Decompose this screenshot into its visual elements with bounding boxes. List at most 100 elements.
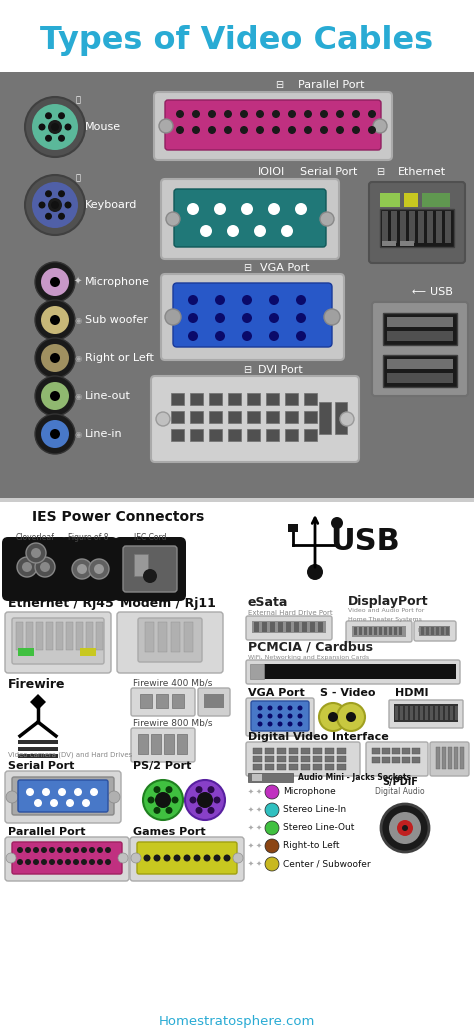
- Bar: [190, 428, 203, 441]
- Bar: [177, 734, 187, 755]
- Circle shape: [257, 706, 263, 710]
- Bar: [412, 757, 420, 763]
- Circle shape: [272, 126, 280, 134]
- Bar: [313, 764, 322, 770]
- FancyBboxPatch shape: [60, 537, 118, 601]
- Bar: [278, 622, 283, 632]
- Bar: [209, 393, 222, 405]
- Circle shape: [265, 785, 279, 799]
- Text: ◉: ◉: [74, 391, 82, 401]
- Circle shape: [89, 559, 109, 579]
- Circle shape: [64, 123, 72, 130]
- FancyBboxPatch shape: [161, 179, 339, 259]
- Circle shape: [272, 110, 280, 118]
- Circle shape: [188, 313, 198, 323]
- Bar: [448, 747, 452, 769]
- Bar: [380, 193, 400, 207]
- Text: DisplayPort: DisplayPort: [348, 595, 428, 609]
- Circle shape: [296, 295, 306, 305]
- Bar: [265, 764, 274, 770]
- FancyBboxPatch shape: [18, 780, 108, 812]
- Bar: [387, 373, 453, 383]
- Circle shape: [94, 564, 104, 574]
- Bar: [310, 622, 315, 632]
- Circle shape: [35, 338, 75, 378]
- Circle shape: [183, 855, 191, 861]
- FancyBboxPatch shape: [161, 274, 344, 360]
- Bar: [400, 241, 414, 246]
- Text: MiniDP: MiniDP: [418, 627, 437, 632]
- Circle shape: [50, 799, 58, 807]
- Circle shape: [33, 847, 39, 853]
- Circle shape: [73, 859, 79, 865]
- Circle shape: [42, 788, 50, 796]
- Bar: [337, 764, 346, 770]
- Text: ◉: ◉: [74, 430, 82, 439]
- Circle shape: [58, 213, 65, 219]
- Bar: [184, 622, 193, 652]
- Circle shape: [288, 721, 292, 727]
- Circle shape: [269, 313, 279, 323]
- Bar: [394, 704, 458, 722]
- Bar: [318, 622, 323, 632]
- Bar: [253, 756, 262, 762]
- Bar: [80, 648, 96, 656]
- Bar: [18, 740, 58, 744]
- Bar: [204, 694, 224, 708]
- Circle shape: [208, 126, 216, 134]
- Bar: [399, 627, 402, 635]
- Text: ✦ ✦: ✦ ✦: [248, 825, 262, 831]
- Text: Figure of 8: Figure of 8: [68, 532, 108, 541]
- Bar: [374, 627, 377, 635]
- Circle shape: [304, 110, 312, 118]
- Bar: [304, 411, 317, 423]
- Circle shape: [192, 110, 200, 118]
- Circle shape: [156, 412, 170, 426]
- Circle shape: [295, 203, 307, 215]
- Text: ⊟: ⊟: [376, 167, 384, 177]
- Circle shape: [58, 788, 66, 796]
- Text: ◉: ◉: [74, 316, 82, 325]
- Circle shape: [215, 331, 225, 341]
- Text: WiFi, Networking and Expansion Cards: WiFi, Networking and Expansion Cards: [248, 654, 369, 659]
- Circle shape: [352, 126, 360, 134]
- FancyBboxPatch shape: [198, 688, 230, 716]
- Circle shape: [41, 420, 69, 448]
- Bar: [446, 627, 449, 635]
- Bar: [247, 411, 260, 423]
- Bar: [436, 211, 442, 243]
- Bar: [382, 211, 388, 243]
- FancyBboxPatch shape: [173, 283, 332, 347]
- Circle shape: [25, 175, 85, 235]
- Bar: [304, 393, 317, 405]
- Circle shape: [35, 414, 75, 454]
- Bar: [171, 428, 184, 441]
- Circle shape: [97, 859, 103, 865]
- Circle shape: [105, 859, 111, 865]
- Circle shape: [257, 721, 263, 727]
- Circle shape: [172, 797, 179, 803]
- Bar: [418, 211, 424, 243]
- Bar: [425, 706, 428, 720]
- Circle shape: [381, 804, 429, 852]
- Text: DVI Port: DVI Port: [258, 365, 303, 375]
- Circle shape: [74, 788, 82, 796]
- Circle shape: [89, 859, 95, 865]
- FancyBboxPatch shape: [130, 837, 244, 881]
- Circle shape: [31, 548, 41, 558]
- Text: Keyboard: Keyboard: [85, 200, 137, 210]
- Circle shape: [242, 313, 252, 323]
- Bar: [252, 774, 262, 781]
- FancyBboxPatch shape: [151, 376, 359, 462]
- Circle shape: [49, 847, 55, 853]
- Bar: [382, 748, 390, 755]
- Circle shape: [17, 557, 37, 576]
- Bar: [372, 757, 380, 763]
- Circle shape: [265, 821, 279, 835]
- Circle shape: [58, 190, 65, 198]
- Bar: [440, 706, 443, 720]
- Bar: [420, 706, 423, 720]
- FancyBboxPatch shape: [165, 100, 381, 150]
- Bar: [436, 627, 439, 635]
- Circle shape: [45, 190, 52, 198]
